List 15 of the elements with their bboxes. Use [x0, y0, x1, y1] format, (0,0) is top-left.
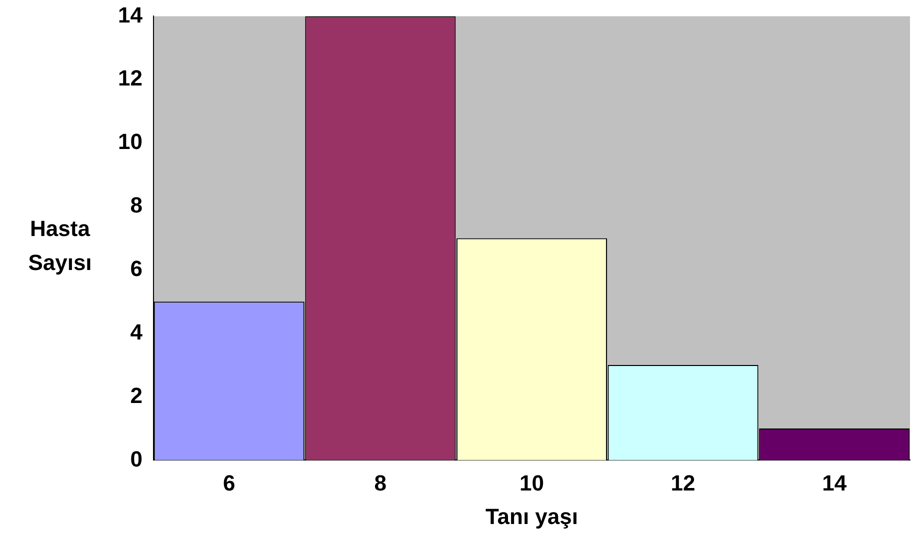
y-tick-label: 2 — [130, 382, 142, 408]
y-tick-label: 6 — [130, 256, 142, 281]
x-tick-label: 12 — [670, 470, 696, 496]
x-tick-label: 8 — [374, 470, 387, 496]
x-axis-title: Tanı yaşı — [485, 504, 578, 529]
y-tick-label: 14 — [118, 2, 144, 28]
y-tick-label: 0 — [130, 446, 142, 472]
y-axis-title: Hasta Sayısı — [27, 215, 93, 277]
y-tick-label: 10 — [118, 129, 142, 154]
x-tick-label: 14 — [822, 470, 848, 496]
x-tick-label: 6 — [223, 470, 236, 496]
y-tick-label: 8 — [130, 192, 142, 218]
y-tick-label: 4 — [130, 319, 144, 344]
y-tick-label: 12 — [118, 66, 142, 91]
x-tick-label: 10 — [519, 470, 544, 496]
